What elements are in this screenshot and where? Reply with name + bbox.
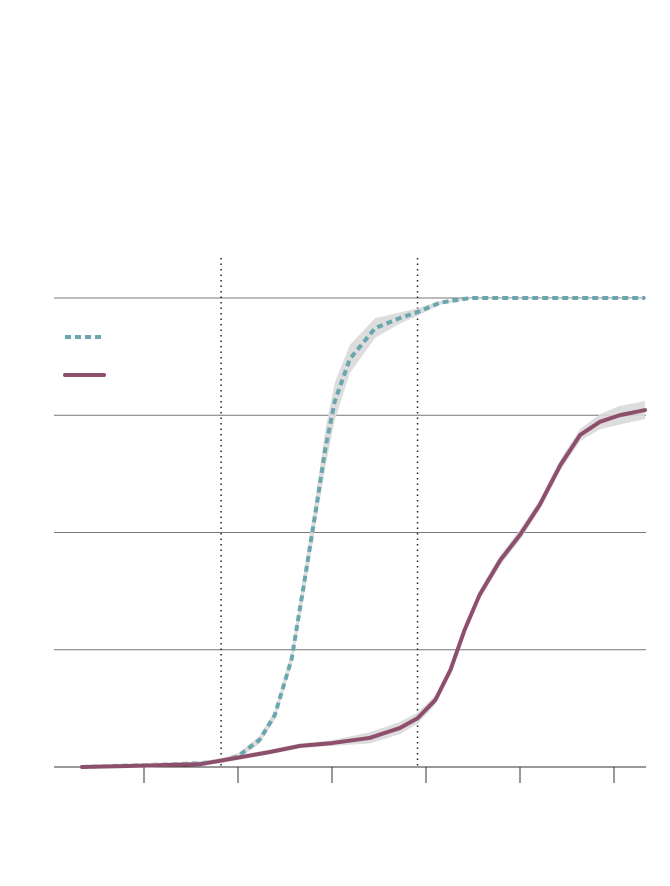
series-line <box>81 296 646 769</box>
uncertainty-band <box>81 401 646 767</box>
series-line <box>79 408 648 769</box>
legend-box <box>56 302 216 412</box>
